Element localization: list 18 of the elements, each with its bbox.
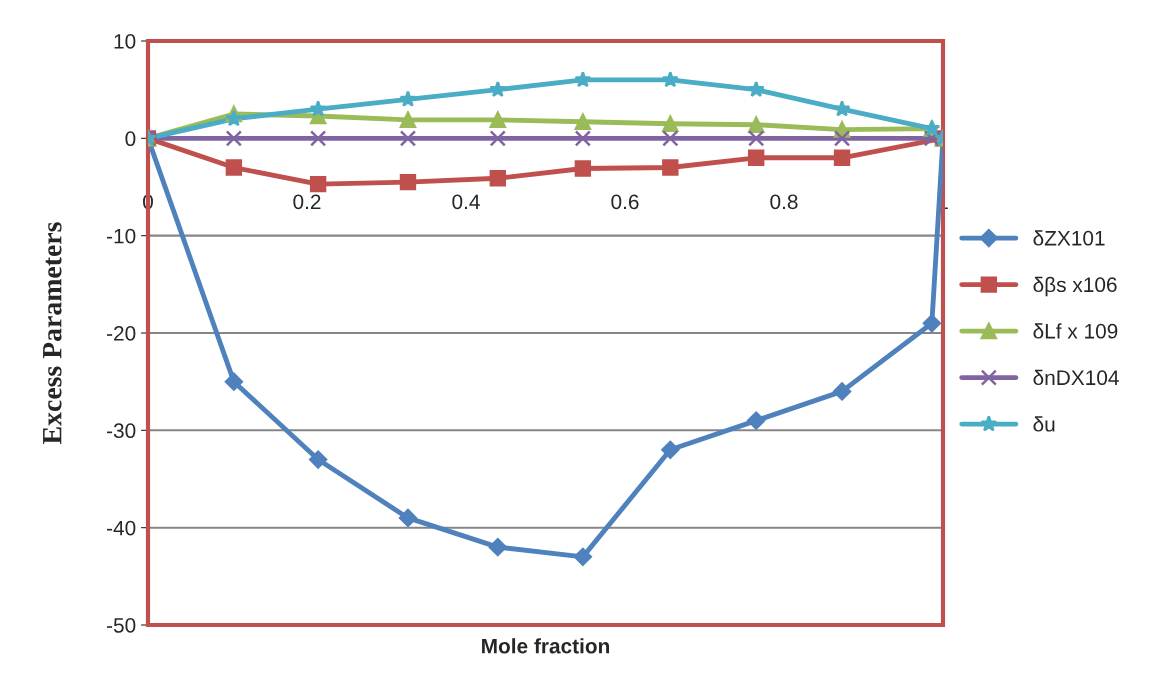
legend-label: δu [1033, 416, 1055, 432]
legend-label: δβs x106 [1033, 276, 1117, 297]
legend-label: δZX101 [1033, 230, 1105, 246]
y-tick-label: -40 [107, 520, 136, 536]
y-tick-label: -20 [107, 326, 136, 341]
y-tick-label: 0 [125, 131, 136, 147]
y-tick-label: -50 [107, 618, 136, 633]
x-tick-label: 0.8 [770, 194, 798, 210]
legend-label: δLf x 109 [1033, 323, 1118, 339]
y-axis-title: Excess Parameters [43, 222, 62, 444]
x-axis-title: Mole fraction [482, 638, 610, 654]
x-tick-label: 0.6 [611, 194, 639, 210]
y-tick-label: 10 [114, 34, 136, 49]
y-tick-label: -30 [107, 423, 136, 439]
legend-label: δnDX104 [1033, 369, 1119, 386]
x-tick-label: 0.2 [293, 194, 321, 210]
x-tick-label: 0.4 [452, 194, 480, 210]
y-tick-label: -10 [107, 228, 136, 244]
